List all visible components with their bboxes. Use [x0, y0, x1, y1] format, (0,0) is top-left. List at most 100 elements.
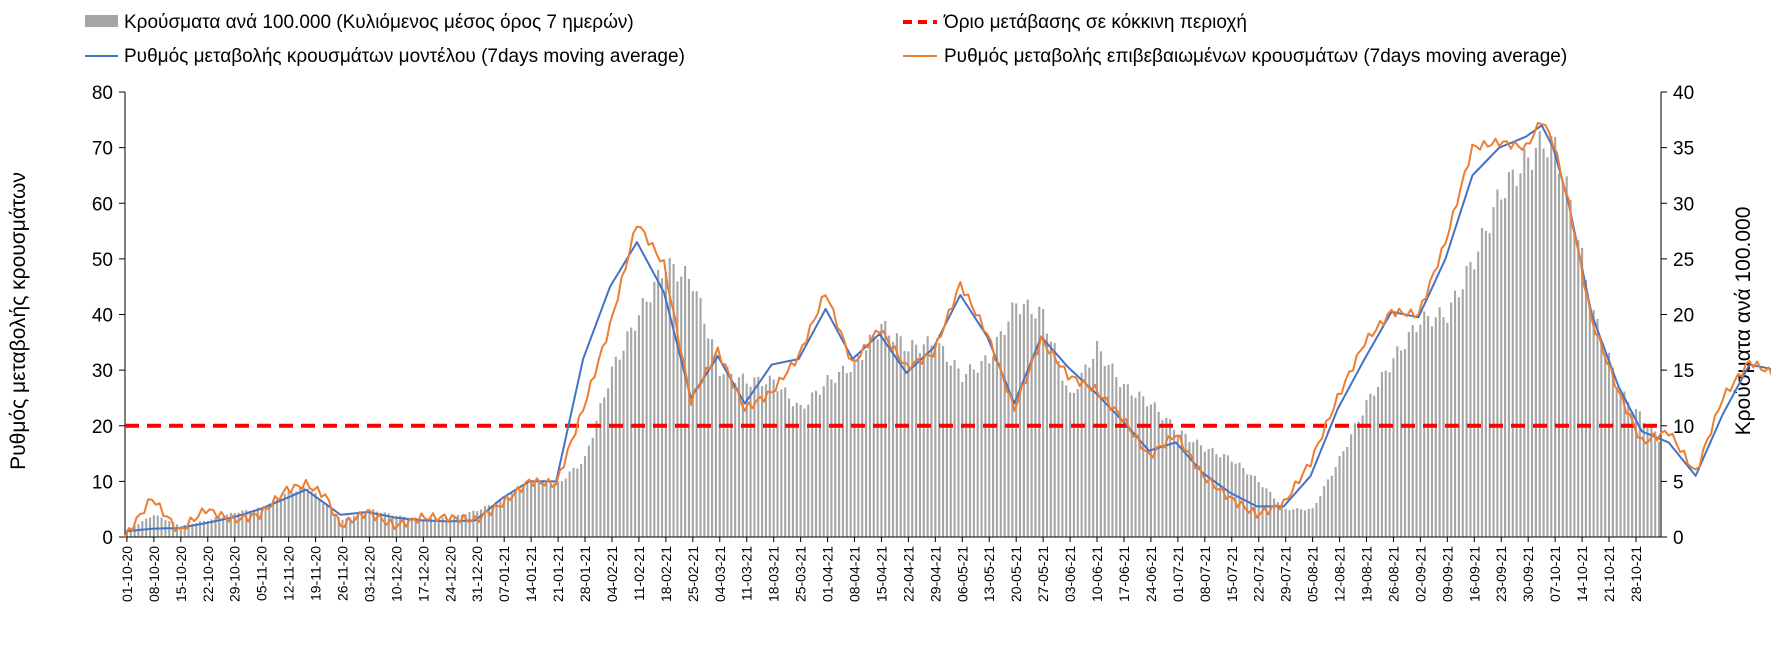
bar-cases [295, 491, 298, 537]
x-tick-label: 28-10-21 [1628, 546, 1644, 602]
bar-cases [399, 515, 402, 537]
x-tick-label: 04-03-21 [712, 546, 728, 602]
y-left-tick-label: 0 [102, 528, 113, 549]
bar-cases [884, 320, 887, 537]
bar-cases [1357, 421, 1360, 537]
bar-cases [1192, 442, 1195, 537]
y-left-tick-label: 50 [92, 250, 113, 271]
y-right-tick-label: 20 [1673, 306, 1694, 327]
bar-cases [533, 483, 537, 537]
bar-cases [1554, 136, 1557, 537]
bar-cases [630, 327, 633, 537]
bar-cases [1199, 445, 1203, 537]
bar-cases [291, 492, 294, 537]
bar-cases [537, 482, 540, 537]
x-tick-label: 21-01-21 [550, 546, 566, 602]
x-tick-label: 15-07-21 [1224, 546, 1240, 602]
y-left-tick-label: 40 [92, 306, 113, 327]
x-tick-label: 17-12-20 [415, 546, 431, 602]
bar-cases [1188, 441, 1191, 537]
x-tick-label: 22-10-20 [200, 546, 216, 602]
bar-cases [818, 394, 821, 537]
x-tick-label: 20-05-21 [1008, 546, 1024, 602]
x-tick-label: 21-10-21 [1601, 546, 1617, 602]
bar-cases [984, 355, 987, 537]
bar-cases [1627, 402, 1630, 537]
y-axis-right: 0 5 10 15 20 25 30 35 40 [1661, 83, 1694, 549]
bar-cases [526, 482, 529, 537]
bar-cases [1246, 474, 1249, 537]
legend-item-threshold: Όριο μετάβασης σε κόκκινη περιοχή [903, 12, 1247, 33]
bar-cases [1346, 446, 1349, 537]
bar-cases [218, 516, 221, 537]
bar-cases [826, 375, 829, 537]
bar-cases [568, 471, 571, 537]
bar-cases [1596, 318, 1599, 537]
x-tick-label: 07-10-21 [1547, 546, 1563, 602]
bar-cases [1149, 404, 1152, 537]
bar-cases [279, 498, 282, 537]
bar-cases [714, 353, 717, 537]
x-tick-label: 25-03-21 [793, 546, 809, 602]
bar-cases [722, 374, 725, 537]
x-tick-label: 28-01-21 [577, 546, 593, 602]
bar-cases [510, 493, 513, 537]
bar-cases [387, 513, 390, 537]
bar-cases [1226, 455, 1229, 537]
bar-cases [364, 511, 367, 537]
bar-cases [814, 390, 818, 537]
bar-cases [876, 339, 879, 537]
bar-cases [1407, 332, 1410, 537]
bar-cases [1215, 454, 1218, 537]
bar-cases [133, 525, 136, 537]
bar-cases [599, 403, 602, 537]
bar-cases [145, 518, 148, 537]
x-tick-label: 08-04-21 [847, 546, 863, 602]
bar-cases [1507, 172, 1510, 537]
bar-cases [845, 373, 848, 537]
bar-cases [976, 372, 979, 537]
bar-cases [1015, 303, 1018, 537]
bar-cases [1353, 423, 1357, 537]
bar-cases [495, 502, 498, 537]
bar-cases [695, 291, 698, 537]
bar-cases [799, 404, 802, 537]
bar-cases [1057, 361, 1060, 537]
bar-cases [245, 509, 248, 537]
bar-cases [499, 499, 502, 537]
bar-cases [684, 266, 687, 537]
bar-cases [1430, 326, 1434, 537]
legend: Κρούσματα ανά 100.000 (Κυλιόμενος μέσος … [85, 12, 1567, 67]
bar-cases [1631, 411, 1634, 537]
x-tick-label: 01-04-21 [820, 546, 836, 602]
bar-cases [1211, 447, 1214, 537]
bar-cases [1257, 482, 1260, 537]
bar-cases [356, 513, 359, 537]
bar-cases [1053, 343, 1056, 537]
bar-cases [1276, 502, 1280, 537]
bar-cases [776, 391, 779, 537]
bar-cases [761, 386, 764, 537]
x-tick-label: 05-08-21 [1305, 546, 1321, 602]
bar-cases [429, 518, 433, 537]
x-tick-label: 14-10-21 [1574, 546, 1590, 602]
bar-cases [1569, 200, 1572, 537]
bar-cases [129, 527, 132, 537]
bar-cases [314, 492, 317, 537]
x-tick-label: 19-08-21 [1359, 546, 1375, 602]
bar-cases [899, 336, 902, 537]
bar-cases [1530, 169, 1534, 537]
x-tick-label: 07-01-21 [496, 546, 512, 602]
bar-cases [745, 383, 748, 537]
bar-cases [368, 508, 371, 537]
x-tick-label: 17-06-21 [1116, 546, 1132, 602]
y-right-tick-label: 30 [1673, 194, 1694, 215]
bar-cases [1546, 157, 1549, 537]
bar-cases [1527, 157, 1530, 537]
bar-cases [1411, 325, 1414, 537]
bar-cases [1584, 280, 1587, 537]
x-tick-label: 22-04-21 [900, 546, 916, 602]
bar-cases [299, 487, 302, 537]
bar-cases [580, 463, 583, 537]
